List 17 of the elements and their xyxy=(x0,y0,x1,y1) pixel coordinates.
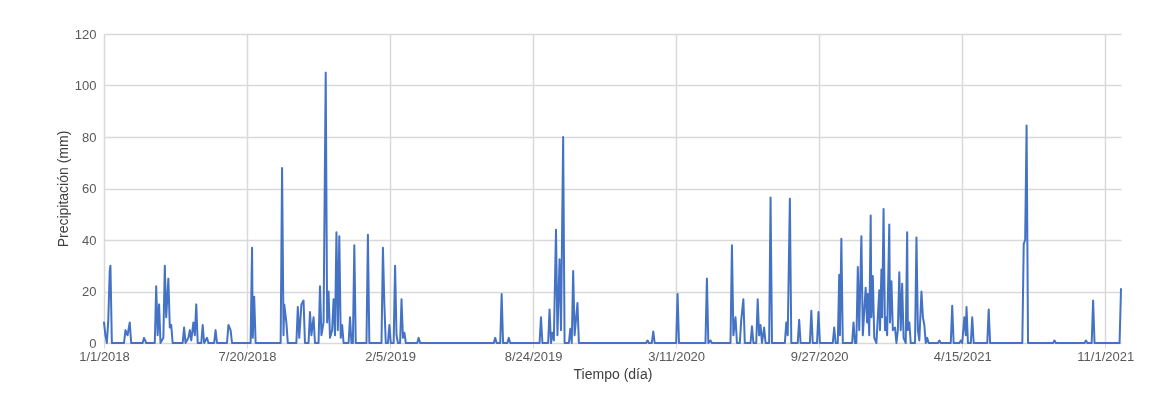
x-tick-label: 1/1/2018 xyxy=(79,348,130,364)
y-axis-title: Precipitación (mm) xyxy=(54,130,71,248)
x-tick-label: 2/5/2019 xyxy=(365,348,416,364)
y-tick-label: 120 xyxy=(74,26,97,42)
x-tick-label: 11/1/2021 xyxy=(1077,348,1135,364)
y-tick-label: 80 xyxy=(82,129,97,145)
y-tick-label: 60 xyxy=(82,181,97,196)
x-tick-label: 7/20/2018 xyxy=(218,348,277,364)
x-tick-label: 3/11/2020 xyxy=(648,348,706,364)
y-tick-label: 0 xyxy=(89,335,97,351)
y-tick-label: 100 xyxy=(74,78,97,93)
x-axis-title: Tiempo (día) xyxy=(573,365,653,382)
y-tick-label: 40 xyxy=(82,232,97,248)
x-tick-label: 9/27/2020 xyxy=(790,348,849,364)
x-tick-label: 4/15/2021 xyxy=(933,348,992,364)
x-tick-label: 8/24/2019 xyxy=(504,348,563,364)
y-tick-label: 20 xyxy=(82,284,97,299)
